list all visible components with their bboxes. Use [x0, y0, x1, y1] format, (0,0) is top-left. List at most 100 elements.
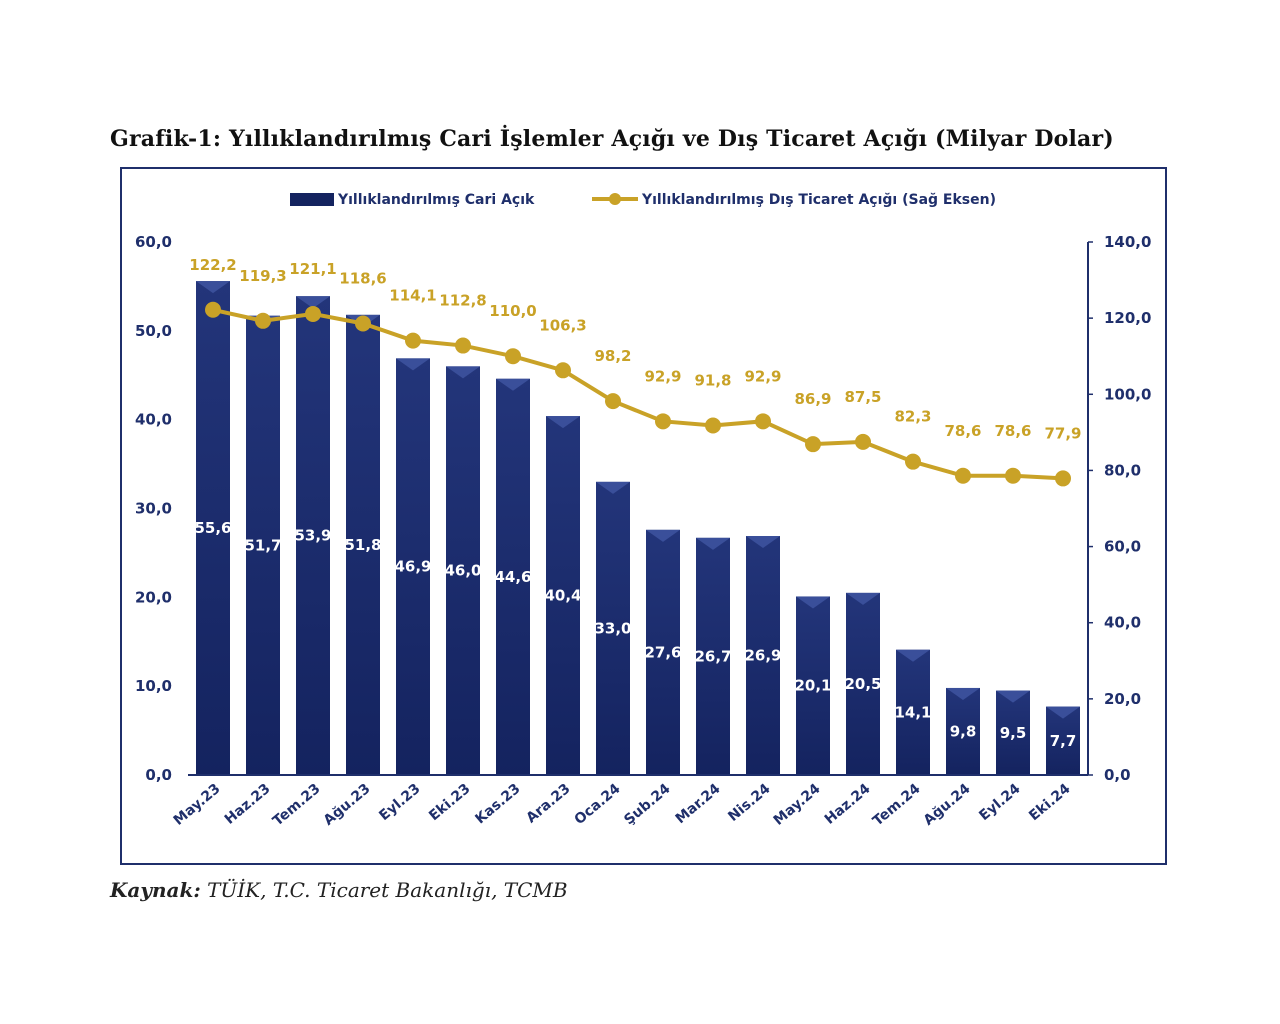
line-data-label: 91,8	[694, 372, 731, 390]
bar	[496, 378, 530, 775]
legend-bar-label: Yıllıklandırılmış Cari Açık	[337, 192, 535, 208]
bar-data-label: 7,7	[1050, 732, 1077, 750]
left-axis-tick: 10,0	[135, 677, 172, 695]
bar-data-label: 9,5	[1000, 724, 1027, 742]
bar	[396, 358, 430, 775]
bar-data-label: 51,7	[244, 536, 281, 554]
right-axis-tick: 20,0	[1104, 690, 1141, 708]
line-point	[855, 433, 871, 450]
bar	[846, 592, 880, 775]
bar-bevel	[1046, 706, 1080, 719]
bar-bevel	[696, 537, 730, 550]
line-data-label: 112,8	[439, 292, 486, 310]
bar	[996, 690, 1030, 775]
bar-bevel	[846, 592, 880, 605]
line-point	[555, 362, 571, 379]
bar	[546, 416, 580, 775]
line-data-label: 118,6	[339, 269, 386, 287]
chart-title: Grafik-1: Yıllıklandırılmış Cari İşlemle…	[110, 126, 1114, 152]
line-point	[655, 413, 671, 430]
right-axis-tick: 60,0	[1104, 538, 1141, 556]
source-note: Kaynak: TÜİK, T.C. Ticaret Bakanlığı, TC…	[110, 878, 568, 902]
bar-data-label: 46,0	[444, 562, 481, 580]
category-label: Eyl.23	[376, 781, 423, 824]
chart-title-label: Grafik-1:	[110, 126, 222, 152]
bar-bevel	[496, 378, 530, 391]
line-data-label: 119,3	[239, 267, 286, 285]
line-point	[455, 337, 471, 354]
bar	[246, 315, 280, 775]
line-point	[955, 467, 971, 484]
category-label: Kas.23	[472, 781, 523, 828]
right-axis-tick: 100,0	[1104, 385, 1151, 403]
bar-bevel	[596, 481, 630, 494]
bar-bevel	[396, 358, 430, 371]
category-label: Eyl.24	[976, 781, 1023, 824]
bar-data-label: 20,5	[844, 675, 881, 693]
line-data-label: 92,9	[744, 367, 781, 385]
line-data-label: 77,9	[1044, 424, 1081, 442]
line-point	[1005, 467, 1021, 484]
bar-bevel	[996, 690, 1030, 703]
line-point	[355, 315, 371, 332]
bar-data-label: 40,4	[544, 587, 581, 605]
line-data-label: 121,1	[289, 260, 336, 278]
line-data-label: 82,3	[894, 408, 931, 426]
bar-bevel	[296, 296, 330, 309]
bar	[646, 529, 680, 775]
line-data-label: 110,0	[489, 302, 536, 320]
bar-data-label: 9,8	[950, 722, 977, 740]
category-label: Mar.24	[673, 781, 724, 828]
bar-data-label: 44,6	[494, 568, 531, 586]
left-axis-tick: 30,0	[135, 500, 172, 518]
bar-bevel	[446, 366, 480, 379]
right-axis-tick: 0,0	[1104, 766, 1131, 784]
bar-bevel	[646, 529, 680, 542]
chart-frame	[120, 167, 1167, 865]
bar	[696, 537, 730, 775]
category-label: Eki.23	[426, 781, 473, 824]
category-label: May.24	[771, 781, 824, 829]
bar-data-label: 27,6	[644, 643, 681, 661]
line-data-label: 92,9	[644, 367, 681, 385]
line-data-label: 86,9	[794, 390, 831, 408]
right-axis-tick: 140,0	[1104, 233, 1151, 251]
bar-data-label: 20,1	[794, 677, 831, 695]
left-axis-tick: 0,0	[145, 766, 172, 784]
bar	[946, 687, 980, 775]
bar-data-label: 26,9	[744, 647, 781, 665]
bar	[296, 296, 330, 775]
left-axis-tick: 20,0	[135, 588, 172, 606]
legend-line-label: Yıllıklandırılmış Dış Ticaret Açığı (Sağ…	[641, 192, 996, 208]
category-label: Ağu.23	[321, 781, 374, 829]
category-label: Şub.24	[621, 781, 674, 829]
bar-data-label: 26,7	[694, 647, 731, 665]
bar	[446, 366, 480, 775]
bar-bevel	[896, 649, 930, 662]
bar-data-label: 53,9	[294, 527, 331, 545]
line-point	[705, 417, 721, 434]
line-point	[405, 332, 421, 349]
right-axis-tick: 80,0	[1104, 461, 1141, 479]
bar-data-label: 46,9	[394, 558, 431, 576]
bar-data-label: 14,1	[894, 703, 931, 721]
category-label: Ara.23	[523, 781, 573, 827]
line-data-label: 98,2	[594, 347, 631, 365]
bar	[796, 596, 830, 775]
bar-data-label: 51,8	[344, 536, 381, 554]
line-data-label: 78,6	[994, 422, 1031, 440]
legend-bar-swatch	[290, 193, 334, 206]
bar-bevel	[946, 687, 980, 700]
category-label: Ağu.24	[921, 781, 974, 829]
bar-bevel	[196, 281, 230, 294]
bar-data-label: 55,6	[194, 519, 231, 537]
line-data-label: 122,2	[189, 256, 236, 274]
category-label: Oca.24	[572, 781, 624, 828]
line-point	[755, 413, 771, 430]
category-label: Haz.23	[222, 781, 274, 828]
category-label: Tem.23	[270, 781, 324, 830]
right-axis-tick: 120,0	[1104, 309, 1151, 327]
line-point	[505, 348, 521, 365]
line-data-label: 114,1	[389, 287, 436, 305]
line-point	[1055, 470, 1071, 487]
